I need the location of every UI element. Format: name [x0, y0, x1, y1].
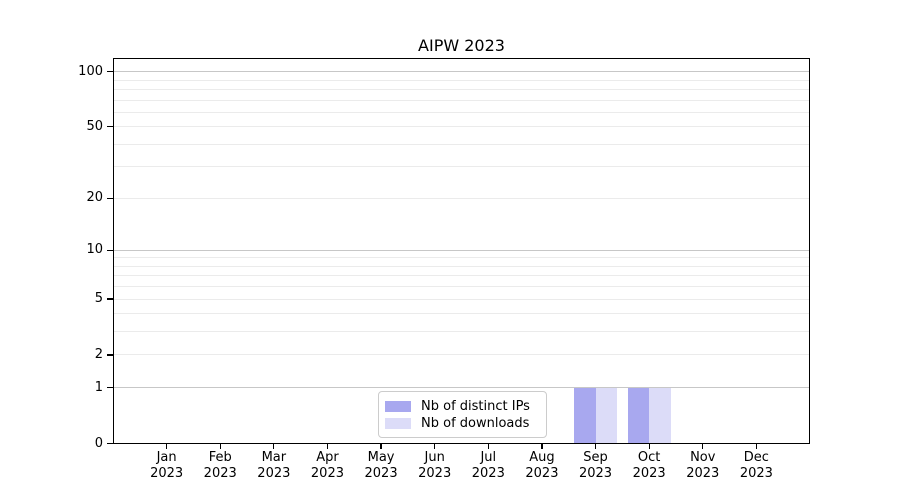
gridline-minor — [113, 79, 810, 81]
y-tick-label: 0 — [94, 435, 103, 451]
y-tick — [107, 386, 113, 389]
gridline-major — [113, 387, 810, 389]
x-tick — [541, 444, 543, 449]
x-tick-label: Feb 2023 — [203, 449, 237, 482]
legend: Nb of distinct IPs Nb of downloads — [378, 391, 547, 438]
x-tick-label: Jan 2023 — [150, 449, 184, 482]
gridline-minor — [113, 111, 810, 113]
y-tick-label: 5 — [94, 291, 103, 307]
gridline-major — [113, 71, 810, 73]
y-tick — [107, 442, 113, 445]
legend-item-distinct-ips: Nb of distinct IPs — [385, 398, 538, 415]
x-tick-label: Jul 2023 — [471, 449, 505, 482]
y-tick — [107, 298, 113, 300]
chart-title: AIPW 2023 — [418, 36, 505, 55]
gridline-major — [113, 249, 810, 251]
y-tick — [107, 70, 113, 73]
y-tick — [107, 126, 113, 128]
x-tick-label: Apr 2023 — [310, 449, 344, 482]
y-tick-label: 1 — [94, 379, 103, 395]
gridline-minor — [113, 354, 810, 356]
legend-item-downloads: Nb of downloads — [385, 415, 538, 432]
x-tick-label: Nov 2023 — [686, 449, 720, 482]
legend-swatch-downloads — [385, 418, 411, 429]
x-tick — [594, 444, 597, 449]
x-tick — [273, 444, 275, 449]
gridline-minor — [113, 331, 810, 333]
x-tick — [755, 444, 758, 449]
x-tick — [434, 444, 436, 449]
x-tick — [648, 444, 650, 449]
bar-distinct-ips-sep — [574, 387, 596, 444]
y-tick — [107, 354, 113, 356]
x-tick-label: May 2023 — [364, 449, 398, 482]
gridline-minor — [113, 286, 810, 288]
gridline-minor — [113, 313, 810, 315]
plot-area — [113, 58, 810, 444]
gridline-minor — [113, 143, 810, 145]
x-tick-label: Oct 2023 — [632, 449, 666, 482]
gridline-minor — [113, 298, 810, 300]
y-tick-label: 20 — [86, 190, 103, 206]
legend-swatch-distinct-ips — [385, 401, 411, 412]
x-tick — [702, 444, 704, 449]
gridline-minor — [113, 197, 810, 199]
x-tick-label: Sep 2023 — [578, 449, 613, 482]
x-tick-label: Mar 2023 — [257, 449, 291, 482]
bar-downloads-sep — [595, 387, 617, 444]
y-tick — [107, 197, 113, 199]
x-tick — [326, 444, 329, 449]
legend-label-downloads: Nb of downloads — [421, 415, 530, 431]
y-tick-label: 100 — [78, 63, 103, 79]
y-tick-label: 10 — [86, 242, 103, 258]
bar-downloads-oct — [649, 387, 671, 444]
gridline-minor — [113, 275, 810, 277]
y-tick-label: 50 — [86, 118, 103, 134]
y-tick — [107, 249, 113, 251]
legend-label-distinct-ips: Nb of distinct IPs — [421, 398, 530, 414]
y-tick-label: 2 — [94, 346, 103, 362]
gridline-minor — [113, 265, 810, 267]
gridline-minor — [113, 99, 810, 101]
gridline-minor — [113, 126, 810, 128]
x-tick — [380, 444, 382, 449]
gridline-minor — [113, 257, 810, 259]
x-tick — [487, 444, 489, 449]
x-tick — [165, 444, 168, 449]
x-tick-label: Jun 2023 — [418, 449, 452, 482]
gridline-minor — [113, 166, 810, 168]
x-tick — [219, 444, 221, 449]
x-tick-label: Aug 2023 — [525, 449, 559, 482]
gridline-minor — [113, 88, 810, 90]
bar-distinct-ips-oct — [627, 387, 650, 444]
x-tick-label: Dec 2023 — [739, 449, 773, 482]
